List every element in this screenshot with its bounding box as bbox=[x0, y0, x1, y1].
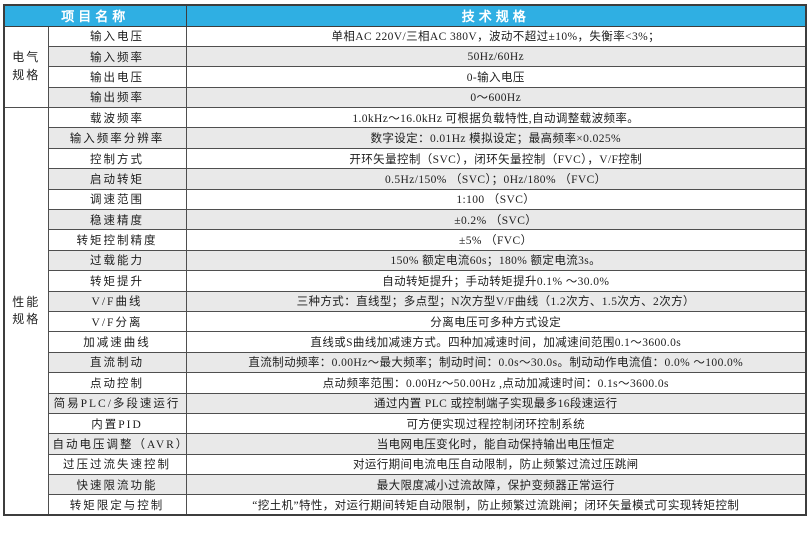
table-row: V/F分离 分离电压可多种方式设定 bbox=[4, 310, 807, 333]
spec-item-name: 过压过流失速控制 bbox=[47, 453, 187, 476]
spec-item-name: 稳速精度 bbox=[47, 209, 187, 231]
table-row: V/F曲线 三种方式：直线型；多点型；N次方型V/F曲线（1.2次方、1.5次方、… bbox=[4, 290, 807, 312]
table-row: 输出电压 0-输入电压 bbox=[4, 66, 807, 88]
spec-item-value: 0-输入电压 bbox=[185, 66, 807, 88]
spec-item-name: 载波频率 bbox=[47, 107, 187, 129]
table-row: 过载能力 150% 额定电流60s；180% 额定电流3s。 bbox=[4, 249, 807, 272]
spec-item-name: 点动控制 bbox=[47, 372, 187, 394]
spec-item-value: 数字设定：0.01Hz 模拟设定；最高频率×0.025% bbox=[185, 127, 807, 149]
spec-item-name: 启动转矩 bbox=[47, 168, 187, 190]
spec-item-value: 1:100 （SVC） bbox=[185, 188, 807, 211]
spec-item-value: 可方便实现过程控制闭环控制系统 bbox=[185, 412, 807, 435]
spec-item-value: 分离电压可多种方式设定 bbox=[185, 310, 807, 333]
spec-item-value: 最大限度减小过流故障，保护变频器正常运行 bbox=[185, 474, 807, 496]
spec-item-name: 输入频率分辨率 bbox=[47, 127, 187, 149]
spec-table-body: 电气 规格 输入电压 单相AC 220V/三相AC 380V，波动不超过±10%，失衡… bbox=[3, 25, 807, 516]
header-row: 项目名称 技术规格 bbox=[3, 4, 807, 27]
table-row: 内置PID 可方便实现过程控制闭环控制系统 bbox=[4, 412, 807, 435]
spec-item-name: 自动电压调整（AVR） bbox=[47, 433, 187, 455]
spec-item-name: V/F分离 bbox=[47, 310, 187, 333]
spec-item-value: 直线或S曲线加减速方式。四种加减速时间，加减速间范围0.1～3600.0s bbox=[185, 331, 807, 353]
table-row: 电气 规格 输入电压 单相AC 220V/三相AC 380V，波动不超过±10%，失衡… bbox=[3, 25, 807, 109]
table-row: 启动转矩 0.5Hz/150% （SVC）；0Hz/180% （FVC） bbox=[4, 168, 807, 190]
table-row: 转矩提升 自动转矩提升；手动转矩提升0.1% ～30.0% bbox=[4, 270, 807, 292]
table-row: 点动控制 点动频率范围：0.00Hz～50.00Hz ,点动加减速时间：0.1s～… bbox=[4, 372, 807, 394]
table-row: 稳速精度 ±0.2% （SVC） bbox=[4, 209, 807, 231]
spec-item-name: 输入频率 bbox=[47, 45, 187, 68]
column-header-technical-spec: 技术规格 bbox=[185, 4, 807, 27]
spec-item-value: 150% 额定电流60s；180% 额定电流3s。 bbox=[185, 249, 807, 272]
spec-item-value: 点动频率范围：0.00Hz～50.00Hz ,点动加减速时间：0.1s～3600… bbox=[185, 372, 807, 394]
spec-item-name: V/F曲线 bbox=[47, 290, 187, 312]
table-row: 加减速曲线 直线或S曲线加减速方式。四种加减速时间，加减速间范围0.1～3600.… bbox=[4, 331, 807, 353]
spec-item-value: ±5% （FVC） bbox=[185, 229, 807, 251]
spec-item-name: 转矩限定与控制 bbox=[47, 494, 187, 516]
table-row: 控制方式 开环矢量控制（SVC），闭环矢量控制（FVC），V/F控制 bbox=[4, 147, 807, 170]
spec-item-value: 当电网电压变化时，能自动保持输出电压恒定 bbox=[185, 433, 807, 455]
spec-item-value: 0.5Hz/150% （SVC）；0Hz/180% （FVC） bbox=[185, 168, 807, 190]
spec-item-name: 内置PID bbox=[47, 412, 187, 435]
spec-item-value: 对运行期间电流电压自动限制，防止频繁过流过压跳闸 bbox=[185, 453, 807, 476]
spec-item-value: 50Hz/60Hz bbox=[185, 45, 807, 68]
table-row: 输入频率 50Hz/60Hz bbox=[4, 45, 807, 68]
spec-item-name: 输入电压 bbox=[47, 25, 187, 47]
spec-item-value: 自动转矩提升；手动转矩提升0.1% ～30.0% bbox=[185, 270, 807, 292]
table-row: 简易PLC/多段速运行 通过内置 PLC 或控制端子实现最多16段速运行 bbox=[4, 392, 807, 414]
spec-item-name: 快速限流功能 bbox=[47, 474, 187, 496]
group-label-performance: 性能 规格 bbox=[3, 107, 49, 516]
spec-table-header: 项目名称 技术规格 bbox=[3, 4, 807, 27]
spec-item-value: 1.0kHz～16.0kHz 可根据负载特性,自动调整载波频率。 bbox=[185, 107, 807, 129]
group-label-line: 规格 bbox=[12, 312, 41, 327]
group-label-line: 规格 bbox=[12, 67, 41, 82]
spec-item-name: 直流制动 bbox=[47, 351, 187, 374]
spec-item-value: 直流制动频率：0.00Hz～最大频率；制动时间：0.0s～30.0s。制动动作电… bbox=[185, 351, 807, 374]
spec-item-name: 调速范围 bbox=[47, 188, 187, 211]
table-row: 转矩控制精度 ±5% （FVC） bbox=[4, 229, 807, 251]
spec-item-value: “挖土机”特性，对运行期间转矩自动限制，防止频繁过流跳闸；闭环矢量模式可实现转矩… bbox=[185, 494, 807, 516]
group-label-line: 性能 bbox=[12, 294, 41, 309]
spec-item-name: 过载能力 bbox=[47, 249, 187, 272]
table-row: 输入频率分辨率 数字设定：0.01Hz 模拟设定；最高频率×0.025% bbox=[4, 127, 807, 149]
group-label-line: 电气 bbox=[12, 50, 41, 65]
spec-item-name: 输出频率 bbox=[47, 86, 187, 109]
table-row: 调速范围 1:100 （SVC） bbox=[4, 188, 807, 211]
spec-item-name: 加减速曲线 bbox=[47, 331, 187, 353]
table-row: 直流制动 直流制动频率：0.00Hz～最大频率；制动时间：0.0s～30.0s。制… bbox=[4, 351, 807, 374]
spec-table: 项目名称 技术规格 电气 规格 输入电压 单相AC 220V/三相AC 380V，波动… bbox=[3, 4, 807, 517]
group-label-electrical: 电气 规格 bbox=[3, 25, 49, 109]
spec-item-value: 通过内置 PLC 或控制端子实现最多16段速运行 bbox=[185, 392, 807, 414]
spec-item-value: 单相AC 220V/三相AC 380V，波动不超过±10%，失衡率<3%； bbox=[185, 25, 807, 47]
spec-item-name: 转矩控制精度 bbox=[47, 229, 187, 251]
table-row: 性能 规格 载波频率 1.0kHz～16.0kHz 可根据负载特性,自动调整载波频率。 bbox=[3, 107, 807, 516]
table-row: 转矩限定与控制 “挖土机”特性，对运行期间转矩自动限制，防止频繁过流跳闸；闭环矢量… bbox=[4, 494, 807, 516]
spec-item-name: 输出电压 bbox=[47, 66, 187, 88]
table-row: 输出频率 0～600Hz bbox=[4, 86, 807, 109]
spec-item-name: 简易PLC/多段速运行 bbox=[47, 392, 187, 414]
spec-item-value: 开环矢量控制（SVC），闭环矢量控制（FVC），V/F控制 bbox=[185, 147, 807, 170]
spec-item-value: 0～600Hz bbox=[185, 86, 807, 109]
table-row: 过压过流失速控制 对运行期间电流电压自动限制，防止频繁过流过压跳闸 bbox=[4, 453, 807, 476]
table-row: 自动电压调整（AVR） 当电网电压变化时，能自动保持输出电压恒定 bbox=[4, 433, 807, 455]
spec-item-name: 控制方式 bbox=[47, 147, 187, 170]
table-row: 快速限流功能 最大限度减小过流故障，保护变频器正常运行 bbox=[4, 474, 807, 496]
spec-item-name: 转矩提升 bbox=[47, 270, 187, 292]
spec-item-value: ±0.2% （SVC） bbox=[185, 209, 807, 231]
column-header-project-name: 项目名称 bbox=[3, 4, 187, 27]
spec-item-value: 三种方式：直线型；多点型；N次方型V/F曲线（1.2次方、1.5次方、2次方） bbox=[185, 290, 807, 312]
